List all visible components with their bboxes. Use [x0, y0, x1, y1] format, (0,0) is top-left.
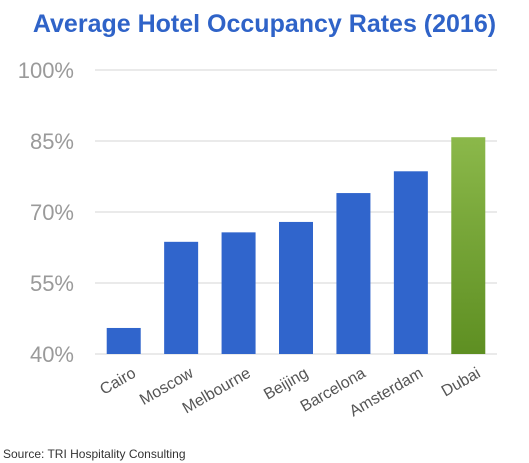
bar-melbourne — [221, 232, 256, 354]
y-tick-label: 100% — [18, 58, 74, 83]
y-axis-tick-labels: 40% 55% 70% 85% 100% — [18, 58, 74, 367]
bar-amsterdam — [393, 171, 428, 354]
y-tick-label: 55% — [30, 271, 74, 296]
bar-moscow — [164, 241, 199, 354]
bars — [106, 137, 486, 354]
chart-title: Average Hotel Occupancy Rates (2016) — [32, 10, 497, 38]
source-note: Source: TRI Hospitality Consulting — [3, 447, 186, 461]
bar-cairo — [106, 327, 141, 354]
y-tick-label: 70% — [30, 200, 74, 225]
bar-beijing — [279, 221, 313, 354]
y-tick-label: 85% — [30, 129, 74, 154]
bar-dubai — [451, 137, 486, 354]
x-tick-label: Dubai — [439, 365, 484, 401]
bar-barcelona — [336, 193, 371, 354]
y-tick-label: 40% — [30, 342, 74, 367]
x-tick-label: Cairo — [97, 365, 139, 399]
